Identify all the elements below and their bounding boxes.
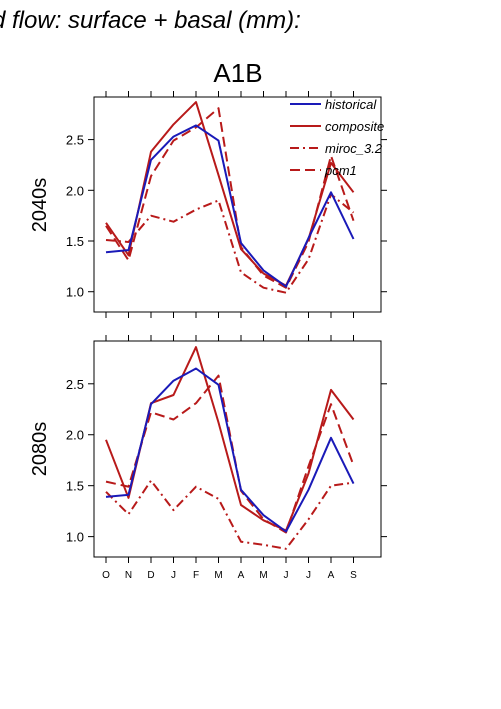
x-tick-label: J	[284, 570, 289, 581]
series-line-pcm1	[105, 107, 355, 289]
scenario-title: A1B	[213, 58, 262, 88]
legend: historical composite miroc_3.2 pcm1	[290, 97, 384, 178]
x-tick-label: A	[238, 570, 245, 581]
panel-2080s: 1.0 1.5 2.0 2.5 O N D J F M A M J J A S	[66, 335, 387, 581]
x-tick-label: M	[214, 570, 222, 581]
row-label-2040s: 2040s	[29, 178, 51, 233]
y-tick-label: 1.0	[66, 285, 84, 300]
series-line-historical	[105, 367, 355, 533]
x-tick-label: D	[147, 570, 154, 581]
series-line-historical	[105, 124, 355, 288]
x-tick-label: M	[259, 570, 267, 581]
legend-label-composite: composite	[325, 119, 384, 134]
x-tick-label: J	[171, 570, 176, 581]
x-tick-label: F	[193, 570, 199, 581]
legend-item-miroc: miroc_3.2	[290, 141, 383, 156]
x-tick-label: O	[102, 570, 110, 581]
x-tick-label: J	[306, 570, 311, 581]
x-tick-label: A	[328, 570, 335, 581]
row-label-2080s: 2080s	[29, 422, 51, 477]
plot-frame	[93, 96, 382, 313]
legend-item-composite: composite	[290, 119, 384, 134]
series-line-miroc-3-2	[105, 193, 355, 294]
page-title: d flow: surface + basal (mm):	[0, 7, 301, 34]
y-tick-label: 2.0	[66, 183, 84, 198]
series-line-miroc-3-2	[105, 479, 354, 550]
y-tick-label: 1.5	[66, 234, 84, 249]
legend-label-pcm1: pcm1	[324, 163, 357, 178]
y-tick-label: 2.5	[66, 133, 84, 148]
legend-label-miroc: miroc_3.2	[325, 141, 383, 156]
panel-2040s: 1.0 1.5 2.0 2.5	[66, 91, 387, 318]
x-tick-label: S	[350, 570, 357, 581]
legend-item-historical: historical	[290, 97, 377, 112]
y-tick-label: 1.5	[66, 479, 84, 494]
series-line-composite	[105, 101, 355, 287]
legend-label-historical: historical	[325, 97, 377, 112]
y-tick-label: 2.0	[66, 428, 84, 443]
legend-item-pcm1: pcm1	[290, 163, 357, 178]
y-tick-label: 1.0	[66, 530, 84, 545]
y-tick-label: 2.5	[66, 377, 84, 392]
plot-frame	[93, 340, 382, 558]
x-tick-label: N	[125, 570, 132, 581]
